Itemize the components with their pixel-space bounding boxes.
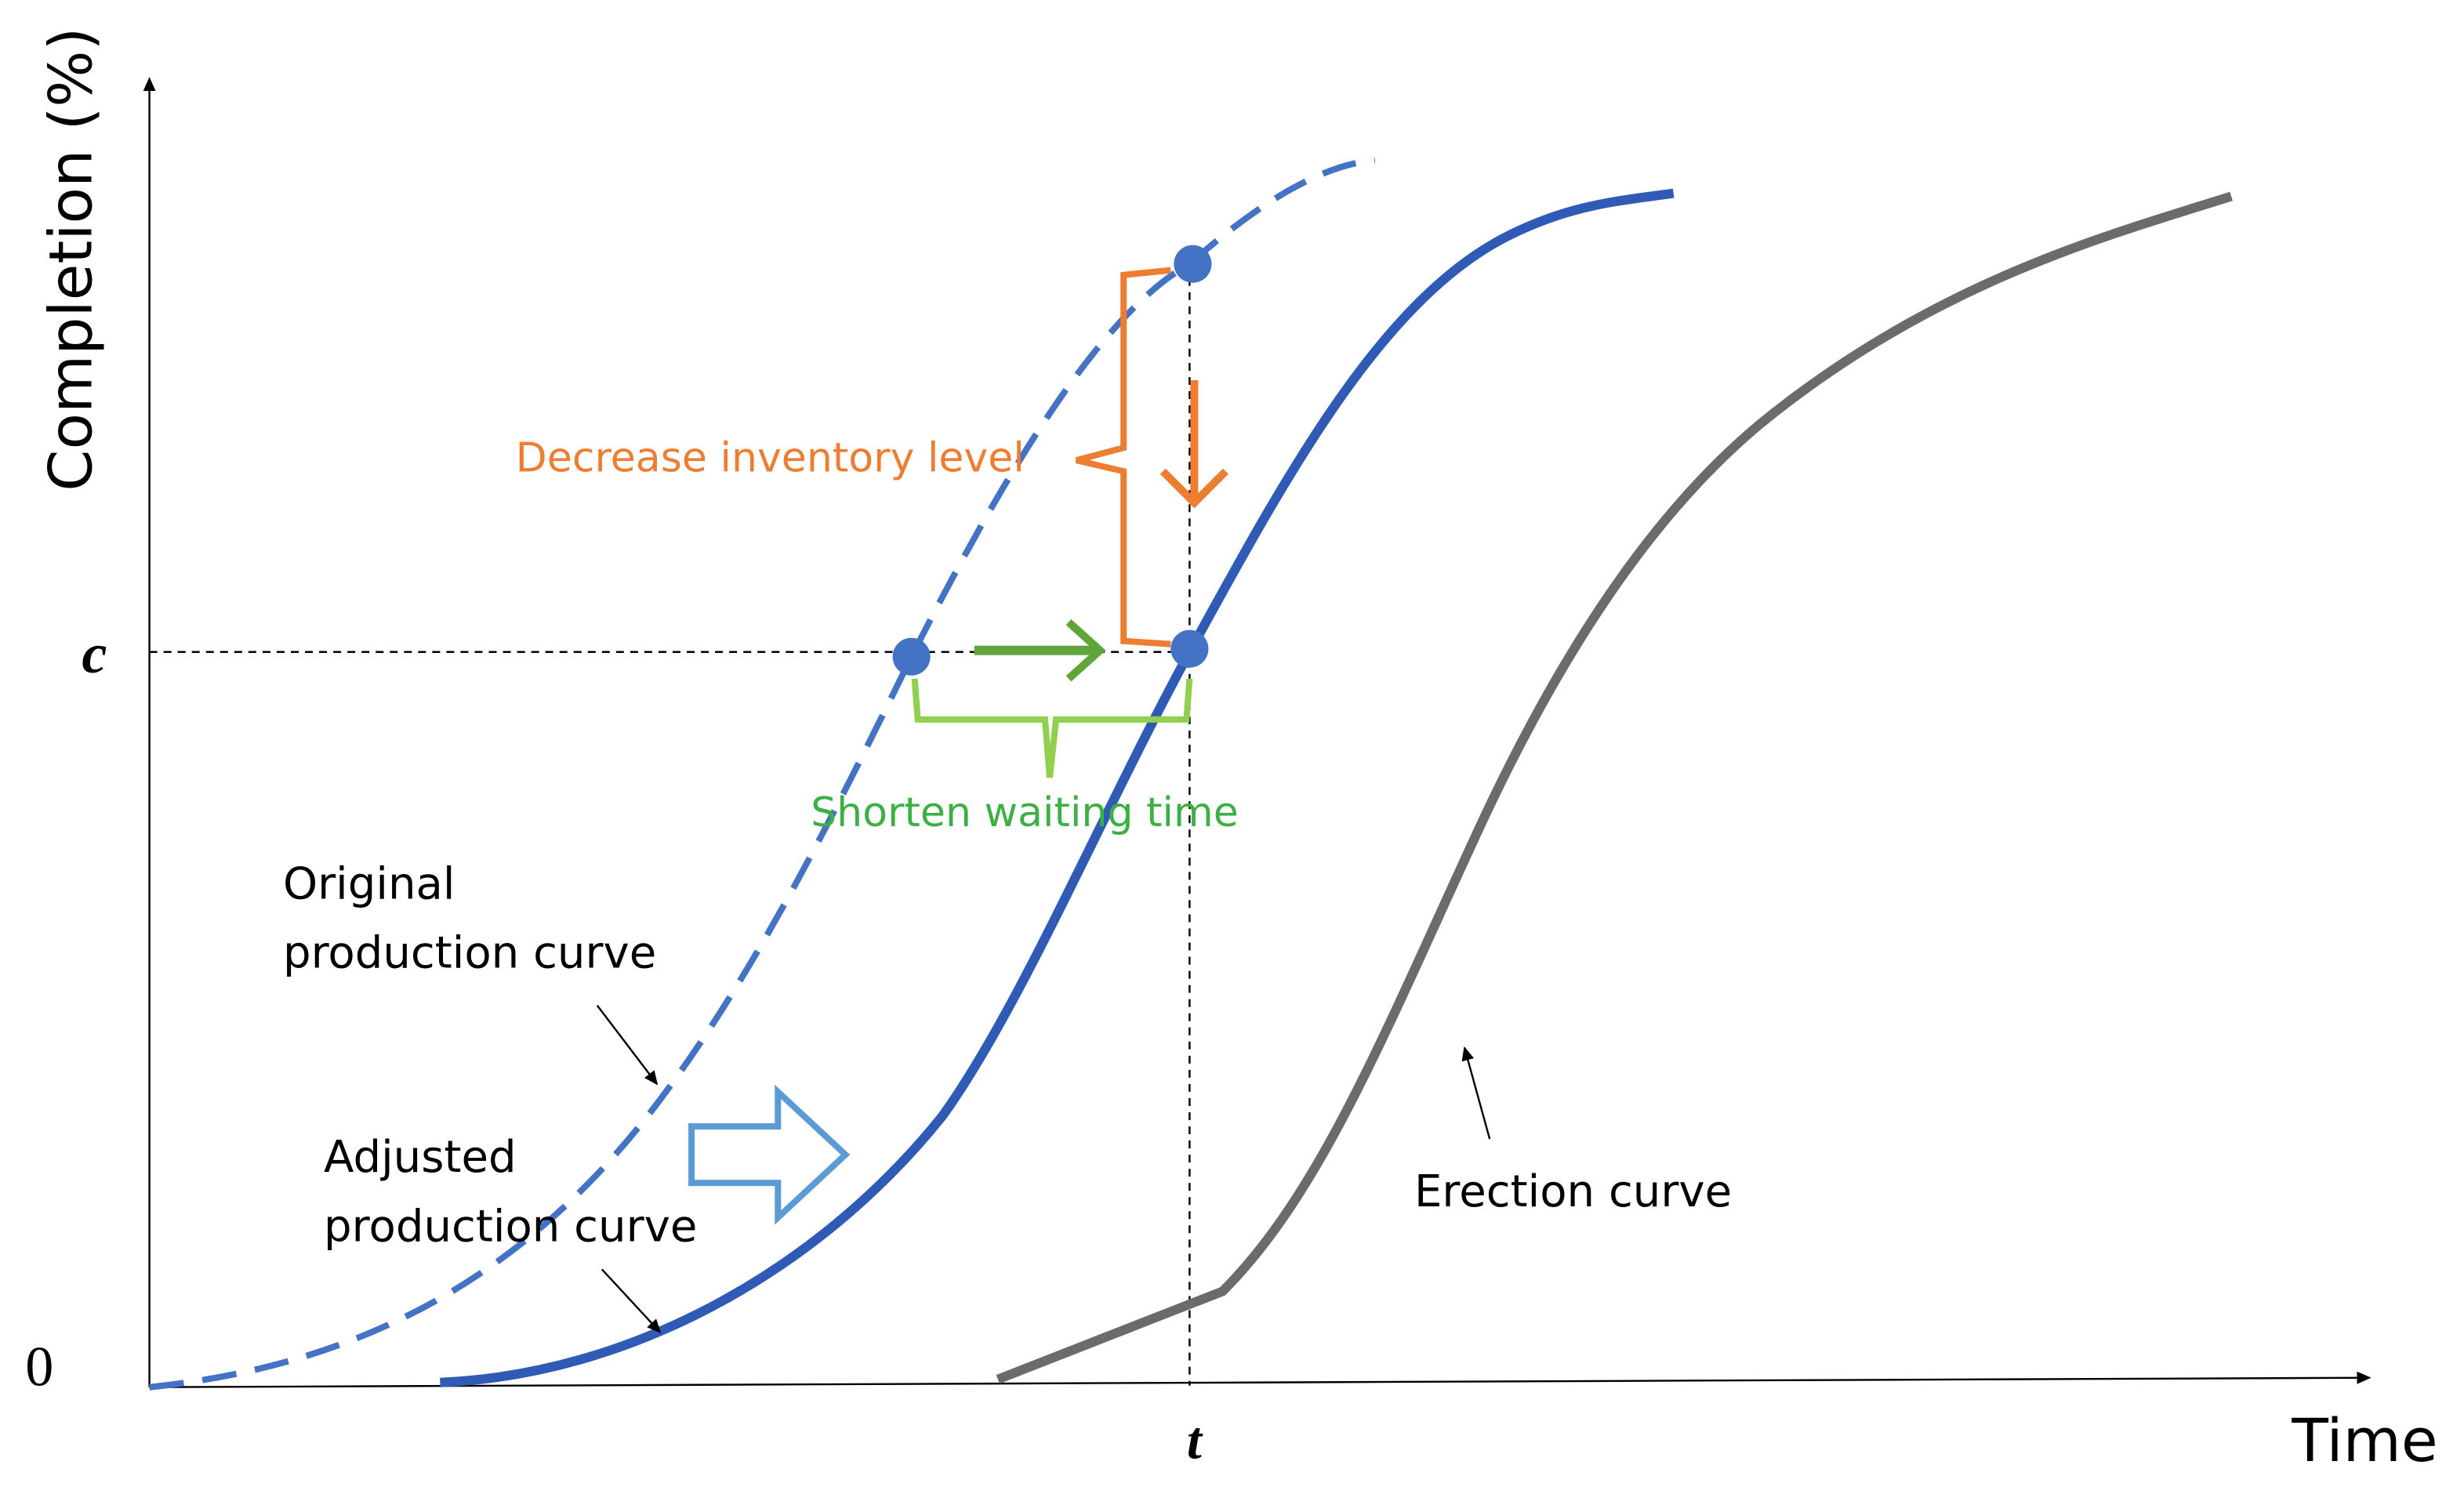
label-line: production curve xyxy=(324,1201,697,1252)
erection-label: Erection curve xyxy=(1414,1166,1732,1217)
original-label: Original production curve xyxy=(283,858,656,978)
x-axis xyxy=(149,1371,2371,1388)
inventory-label: Decrease inventory level xyxy=(516,434,1025,481)
point xyxy=(1170,629,1209,668)
adjusted-label: Adjusted production curve xyxy=(324,1132,697,1252)
x-axis-label: Time xyxy=(2291,1405,2437,1475)
t-label: t xyxy=(1187,1410,1203,1470)
waiting-arrow-head xyxy=(1065,618,1106,682)
pointer xyxy=(596,1004,659,1086)
label-line: Adjusted xyxy=(324,1132,517,1183)
label-line: Original xyxy=(283,858,455,909)
label-line: production curve xyxy=(283,928,656,979)
inventory-brace xyxy=(1076,267,1171,647)
point xyxy=(1174,245,1212,283)
adjusted-curve xyxy=(440,188,1675,1387)
origin-label: 0 xyxy=(25,1336,53,1398)
erection-curve xyxy=(996,191,2233,1384)
inventory-arrow-head xyxy=(1159,468,1229,509)
point xyxy=(892,637,931,676)
pointer xyxy=(1461,1046,1491,1140)
c-label: c xyxy=(82,622,107,685)
pointer xyxy=(601,1268,662,1334)
shift-arrow xyxy=(688,1084,851,1225)
y-axis-label: Completion (%) xyxy=(35,27,105,491)
waiting-brace xyxy=(911,678,1193,778)
waiting-label: Shorten waiting time xyxy=(811,789,1239,836)
